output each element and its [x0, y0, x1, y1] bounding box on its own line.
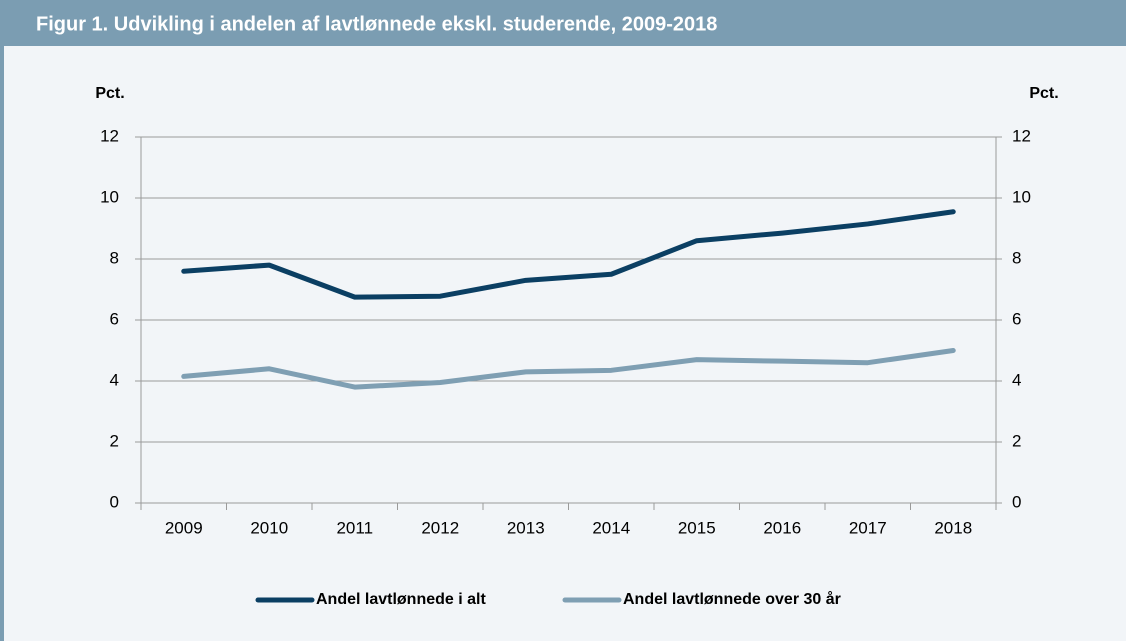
y-tick-label: 4 [110, 370, 119, 389]
y2-tick-label: 0 [1012, 492, 1021, 511]
x-tick-label: 2009 [165, 518, 203, 537]
y-tick-label: 0 [110, 492, 119, 511]
x-tick-label: 2015 [678, 518, 716, 537]
x-tick-label: 2014 [592, 518, 630, 537]
header-bar [0, 0, 1126, 46]
x-tick-label: 2018 [934, 518, 972, 537]
y-tick-label: 6 [110, 309, 119, 328]
y-tick-label: 10 [100, 187, 119, 206]
x-tick-label: 2011 [336, 518, 373, 537]
y2-axis-label: Pct. [1029, 85, 1058, 102]
y-tick-label: 12 [100, 126, 119, 145]
y2-tick-label: 8 [1012, 248, 1021, 267]
y-tick-label: 8 [110, 248, 119, 267]
x-tick-label: 2017 [849, 518, 887, 537]
y2-tick-label: 2 [1012, 431, 1021, 450]
series-line [181, 209, 956, 300]
y2-tick-label: 4 [1012, 370, 1021, 389]
legend-label: Andel lavtlønnede over 30 år [623, 590, 841, 608]
x-tick-label: 2013 [507, 518, 545, 537]
chart-title: Figur 1. Udvikling i andelen af lavtlønn… [36, 13, 717, 35]
y-axis-label: Pct. [95, 85, 124, 102]
legend-label: Andel lavtlønnede i alt [316, 591, 486, 608]
y2-tick-label: 10 [1012, 187, 1031, 206]
left-border [0, 46, 4, 641]
x-tick-label: 2016 [763, 518, 801, 537]
y2-tick-label: 6 [1012, 309, 1021, 328]
x-tick-label: 2012 [421, 518, 459, 537]
series-line [181, 348, 956, 390]
y-tick-label: 2 [110, 431, 119, 450]
y2-tick-label: 12 [1012, 126, 1031, 145]
x-tick-label: 2010 [250, 518, 288, 537]
